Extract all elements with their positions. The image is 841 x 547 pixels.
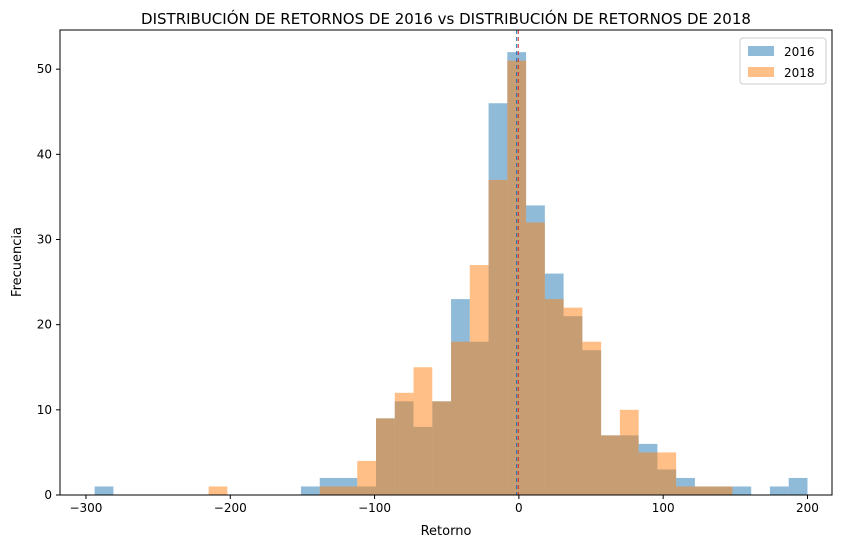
- x-tick-label: 0: [515, 501, 523, 515]
- bar-2018-8: [451, 341, 470, 495]
- chart-title: DISTRIBUCIÓN DE RETORNOS DE 2016 vs DIST…: [141, 9, 751, 28]
- bar-2018-2: [338, 486, 358, 495]
- bar-2018-15: [582, 341, 602, 495]
- legend-label-2018: 2018: [784, 66, 815, 80]
- x-tick-label: −300: [69, 501, 102, 515]
- bar-2018-18: [638, 452, 658, 495]
- y-tick-label: 30: [37, 233, 52, 247]
- y-tick-label: 50: [37, 62, 52, 76]
- bar-2016-0: [94, 486, 114, 495]
- bar-2016-1: [300, 486, 320, 495]
- x-axis-ticks: −300 −200 −100 0 100 200: [69, 495, 819, 515]
- bar-2018-12: [526, 222, 545, 495]
- x-tick-label: −200: [214, 501, 247, 515]
- legend: 2016 2018: [739, 37, 827, 85]
- bar-2018-10: [488, 179, 508, 495]
- bar-2018-19: [657, 452, 677, 495]
- plot-frame: [59, 29, 833, 496]
- bar-2016-24: [732, 486, 752, 495]
- bar-2018-6: [413, 367, 433, 495]
- bar-2016-25: [769, 486, 789, 495]
- y-axis-label: Frecuencia: [10, 227, 25, 297]
- bar-2018-20: [676, 486, 695, 495]
- bar-2018-14: [563, 307, 583, 495]
- bar-2018-16: [601, 435, 620, 495]
- bar-2016-26: [788, 477, 808, 495]
- bar-2018-5: [394, 392, 414, 495]
- legend-swatch-2018: [748, 67, 774, 77]
- x-tick-label: 100: [652, 501, 675, 515]
- x-tick-label: 200: [796, 501, 819, 515]
- legend-swatch-2016: [748, 46, 774, 56]
- bar-2018-7: [432, 401, 452, 495]
- x-tick-label: −100: [358, 501, 391, 515]
- bar-2018-21: [694, 486, 714, 495]
- bar-2018-22: [713, 486, 733, 495]
- bar-2018-17: [619, 409, 639, 495]
- y-tick-label: 0: [44, 488, 52, 502]
- y-axis-ticks: 0 10 20 30 40 50: [37, 62, 60, 502]
- bar-2018-13: [544, 299, 564, 495]
- bar-2018-3: [357, 460, 377, 495]
- bars-layer: [94, 52, 808, 496]
- bar-2018-1: [319, 486, 339, 495]
- y-tick-label: 40: [37, 147, 52, 161]
- legend-label-2016: 2016: [784, 45, 815, 59]
- x-axis-label: Retorno: [421, 524, 472, 539]
- bar-2018-4: [376, 418, 395, 495]
- y-tick-label: 20: [37, 318, 52, 332]
- bar-2018-9: [469, 265, 489, 495]
- y-tick-label: 10: [37, 403, 52, 417]
- bar-2018-0: [208, 486, 228, 495]
